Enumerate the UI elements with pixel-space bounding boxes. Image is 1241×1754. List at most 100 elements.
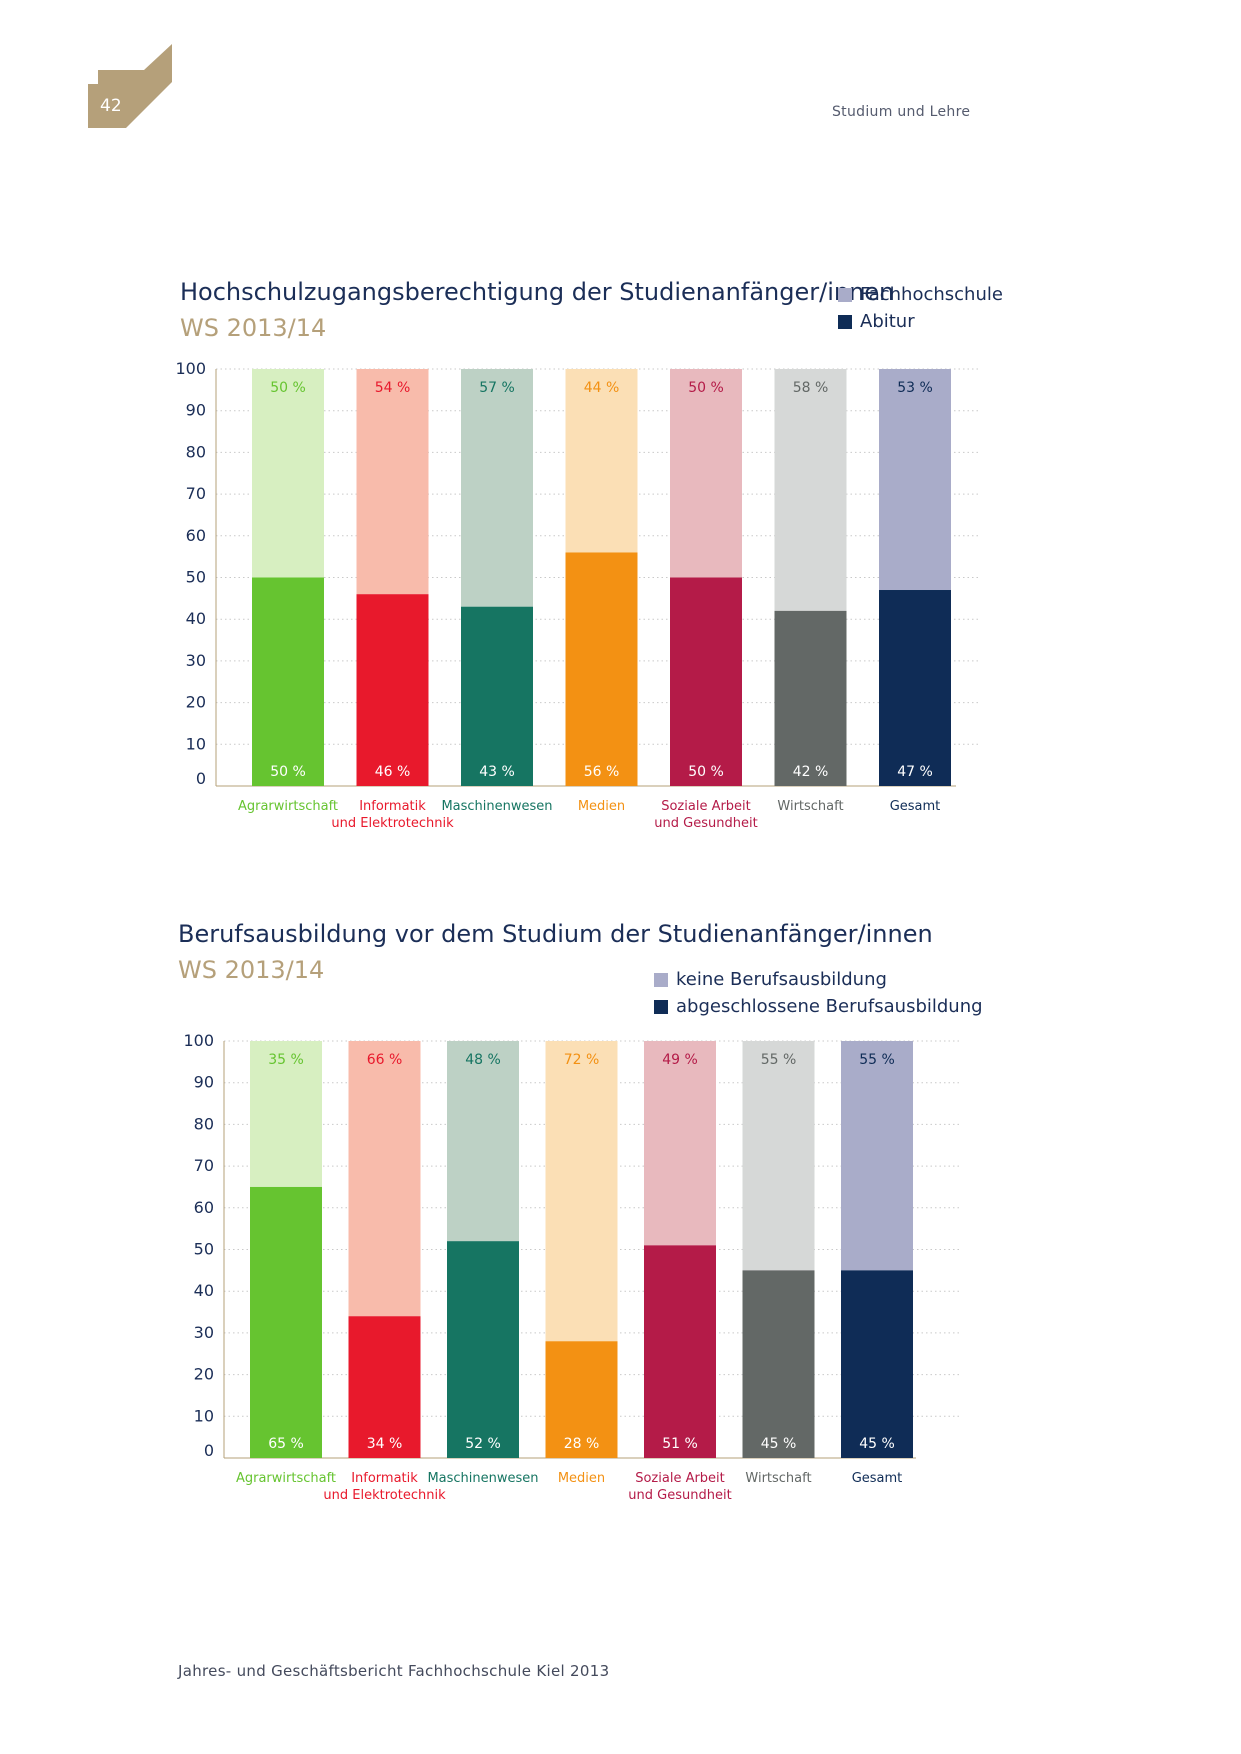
data-label-upper: 49 % — [662, 1052, 698, 1068]
bar-segment-lower — [250, 1186, 322, 1458]
legend-item: Abitur — [838, 308, 1003, 335]
legend-label: abgeschlossene Berufsausbildung — [676, 996, 983, 1017]
y-tick-label: 10 — [194, 1406, 214, 1425]
x-category-label: Maschinenwesen — [427, 1471, 538, 1486]
data-label-upper: 44 % — [584, 380, 620, 396]
data-label-upper: 53 % — [897, 380, 933, 396]
legend-swatch — [838, 314, 852, 329]
legend-item: abgeschlossene Berufsausbildung — [654, 993, 983, 1020]
data-label-upper: 35 % — [268, 1052, 304, 1068]
data-label-upper: 48 % — [465, 1052, 501, 1068]
data-label-lower: 65 % — [268, 1436, 304, 1452]
x-category-label: Wirtschaft — [745, 1471, 811, 1486]
y-tick-label: 0 — [196, 769, 206, 788]
legend-item: keine Berufsausbildung — [654, 966, 983, 993]
bar-segment-lower — [644, 1245, 716, 1458]
x-category-label: und Gesundheit — [654, 816, 757, 831]
y-tick-label: 30 — [186, 651, 206, 670]
data-label-upper: 66 % — [367, 1052, 403, 1068]
bar-segment-upper — [774, 369, 847, 611]
data-label-lower: 45 % — [859, 1436, 895, 1452]
bar-segment-upper — [447, 1041, 519, 1242]
page-footer: Jahres- und Geschäftsbericht Fachhochsch… — [178, 1662, 610, 1680]
y-tick-label: 30 — [194, 1323, 214, 1342]
legend-swatch — [654, 972, 668, 987]
y-tick-label: 40 — [186, 609, 206, 628]
chart-1-legend: Fachhochschule Abitur — [838, 281, 1003, 335]
x-category-label: Maschinenwesen — [441, 799, 552, 814]
data-label-upper: 72 % — [564, 1052, 600, 1068]
data-label-upper: 55 % — [761, 1052, 797, 1068]
y-tick-label: 90 — [186, 401, 206, 420]
chart-1-title: Hochschulzugangsberechtigung der Studien… — [180, 278, 895, 306]
x-category-label: Gesamt — [890, 799, 941, 814]
y-tick-label: 50 — [186, 568, 206, 587]
data-label-upper: 55 % — [859, 1052, 895, 1068]
legend-label: Fachhochschule — [860, 284, 1003, 305]
bar-segment-upper — [252, 369, 324, 578]
bar-segment-lower — [670, 577, 742, 786]
chart-1-subtitle: WS 2013/14 — [180, 314, 327, 342]
y-tick-label: 40 — [194, 1281, 214, 1300]
legend-label: keine Berufsausbildung — [676, 969, 887, 990]
data-label-lower: 50 % — [688, 764, 724, 780]
data-label-upper: 54 % — [375, 380, 411, 396]
section-title: Studium und Lehre — [832, 104, 971, 120]
x-category-label: Gesamt — [852, 1471, 903, 1486]
y-tick-label: 70 — [194, 1156, 214, 1175]
bar-segment-lower — [461, 606, 533, 786]
y-tick-label: 80 — [186, 442, 206, 461]
bar-segment-upper — [841, 1041, 913, 1271]
bar-segment-lower — [348, 1316, 421, 1458]
legend-label: Abitur — [860, 311, 915, 332]
x-category-label: Soziale Arbeit — [635, 1471, 725, 1486]
bar-segment-lower — [252, 577, 324, 786]
data-label-lower: 42 % — [793, 764, 829, 780]
page-number: 42 — [100, 96, 122, 116]
bar-segment-upper — [879, 369, 951, 591]
bar-segment-lower — [841, 1270, 913, 1458]
data-label-lower: 52 % — [465, 1436, 501, 1452]
data-label-upper: 57 % — [479, 380, 515, 396]
data-label-lower: 51 % — [662, 1436, 698, 1452]
x-category-label: Medien — [558, 1471, 605, 1486]
x-category-label: und Elektrotechnik — [323, 1488, 446, 1503]
x-category-label: und Gesundheit — [628, 1488, 731, 1503]
data-label-lower: 34 % — [367, 1436, 403, 1452]
bar-segment-upper — [644, 1041, 716, 1246]
bar-segment-lower — [742, 1270, 815, 1458]
bar-segment-lower — [447, 1241, 519, 1458]
y-tick-label: 10 — [186, 734, 206, 753]
bar-segment-upper — [348, 1041, 421, 1317]
y-tick-label: 0 — [204, 1441, 214, 1460]
data-label-lower: 50 % — [270, 764, 306, 780]
x-category-label: Agrarwirtschaft — [236, 1471, 336, 1486]
x-category-label: Agrarwirtschaft — [238, 799, 338, 814]
y-tick-label: 50 — [194, 1240, 214, 1259]
bar-segment-upper — [250, 1041, 322, 1187]
data-label-upper: 50 % — [270, 380, 306, 396]
data-label-lower: 56 % — [584, 764, 620, 780]
y-tick-label: 20 — [186, 693, 206, 712]
data-label-lower: 43 % — [479, 764, 515, 780]
data-label-upper: 58 % — [793, 380, 829, 396]
data-label-upper: 50 % — [688, 380, 724, 396]
bar-segment-upper — [356, 369, 429, 595]
bar-segment-upper — [742, 1041, 815, 1271]
data-label-lower: 45 % — [761, 1436, 797, 1452]
legend-swatch — [838, 287, 852, 302]
bar-segment-lower — [565, 552, 638, 786]
y-tick-label: 20 — [194, 1365, 214, 1384]
data-label-lower: 28 % — [564, 1436, 600, 1452]
y-tick-label: 80 — [194, 1114, 214, 1133]
bar-segment-lower — [356, 594, 429, 786]
data-label-lower: 46 % — [375, 764, 411, 780]
legend-item: Fachhochschule — [838, 281, 1003, 308]
x-category-label: Informatik — [359, 799, 426, 814]
x-category-label: Medien — [578, 799, 625, 814]
bar-segment-lower — [879, 590, 951, 786]
chart-2-subtitle: WS 2013/14 — [178, 956, 325, 984]
y-tick-label: 100 — [175, 359, 206, 378]
